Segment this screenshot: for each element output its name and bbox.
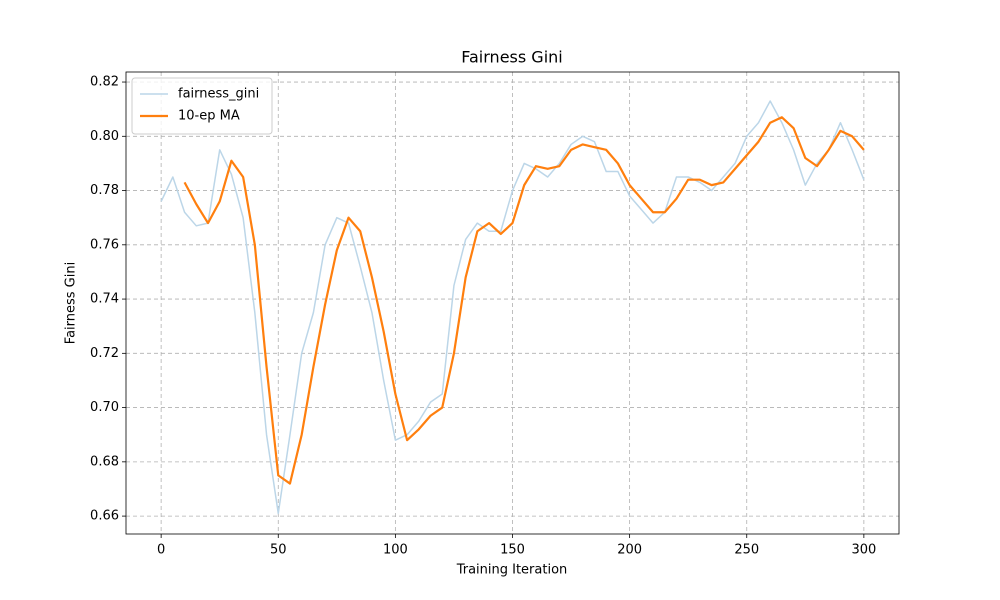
- legend-label: fairness_gini: [178, 87, 259, 102]
- x-tick-label: 150: [500, 543, 525, 558]
- legend-box: [131, 77, 273, 135]
- series-line: [160, 100, 865, 515]
- y-tick-label: 0.68: [90, 454, 119, 469]
- y-tick-label: 0.72: [90, 346, 119, 361]
- y-tick-label: 0.78: [90, 183, 119, 198]
- y-tick-label: 0.70: [90, 400, 119, 415]
- x-tick-label: 100: [383, 543, 408, 558]
- plot-frame: [125, 71, 900, 535]
- y-tick-label: 0.80: [90, 129, 119, 144]
- y-tick-label: 0.66: [90, 509, 119, 524]
- x-tick-label: 200: [617, 543, 642, 558]
- chart-title: Fairness Gini: [461, 48, 562, 67]
- x-tick-label: 0: [157, 543, 165, 558]
- series-line: [183, 116, 865, 485]
- y-axis-label: Fairness Gini: [64, 262, 79, 344]
- y-tick-label: 0.74: [90, 292, 119, 307]
- y-tick-label: 0.82: [90, 75, 119, 90]
- x-axis-label: Training Iteration: [456, 563, 568, 578]
- y-tick-label: 0.76: [90, 237, 119, 252]
- x-tick-label: 250: [734, 543, 759, 558]
- x-tick-label: 300: [851, 543, 876, 558]
- legend-label: 10-ep MA: [178, 109, 240, 124]
- x-tick-label: 50: [270, 543, 287, 558]
